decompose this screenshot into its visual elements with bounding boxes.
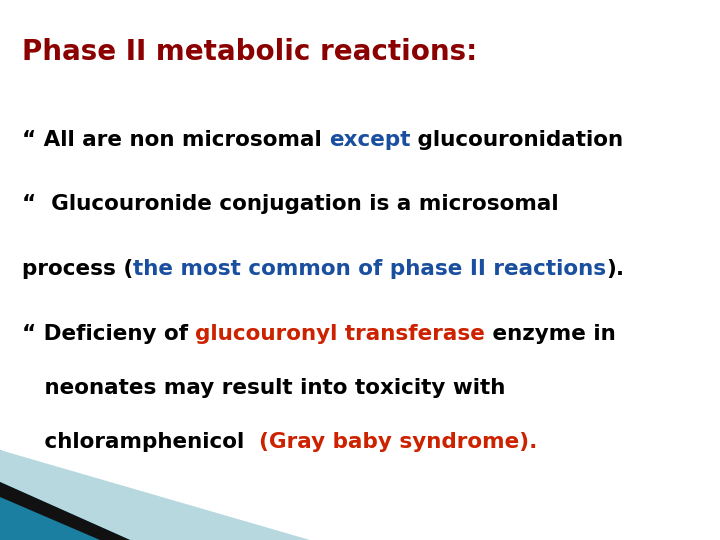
Text: process (: process ( — [22, 259, 133, 279]
Text: except: except — [329, 130, 410, 150]
Text: chloramphenicol: chloramphenicol — [22, 432, 259, 452]
Text: “  Glucouronide conjugation is a microsomal: “ Glucouronide conjugation is a microsom… — [22, 194, 558, 214]
Text: glucouronidation: glucouronidation — [410, 130, 624, 150]
Text: Phase II metabolic reactions:: Phase II metabolic reactions: — [22, 38, 477, 66]
Text: ).: ). — [606, 259, 624, 279]
Text: glucouronyl transferase: glucouronyl transferase — [195, 324, 485, 344]
Text: (Gray baby syndrome).: (Gray baby syndrome). — [259, 432, 537, 452]
Polygon shape — [0, 450, 310, 540]
Polygon shape — [0, 482, 130, 540]
Text: neonates may result into toxicity with: neonates may result into toxicity with — [22, 378, 505, 398]
Text: “ Deficieny of: “ Deficieny of — [22, 324, 195, 344]
Polygon shape — [0, 450, 200, 540]
Text: the most common of phase II reactions: the most common of phase II reactions — [133, 259, 606, 279]
Text: enzyme in: enzyme in — [485, 324, 616, 344]
Text: “ All are non microsomal: “ All are non microsomal — [22, 130, 329, 150]
